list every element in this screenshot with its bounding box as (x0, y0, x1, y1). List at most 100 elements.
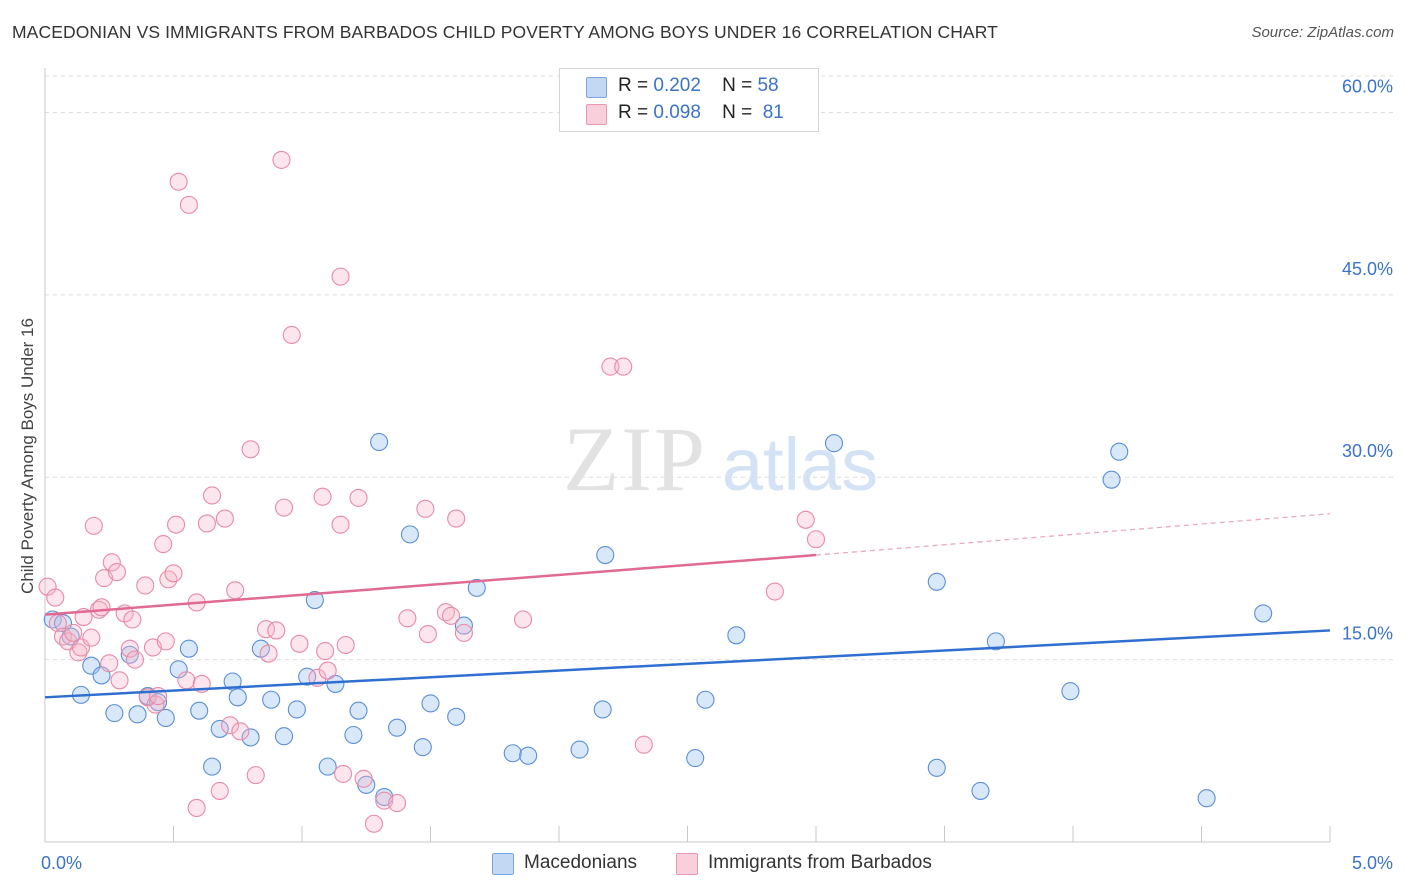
point-macedonians (596, 546, 615, 565)
point-macedonians (570, 740, 589, 759)
point-barbados (436, 603, 455, 622)
point-macedonians (686, 749, 705, 768)
legend-swatch-pink (586, 104, 607, 125)
y-tick-label: 15.0% (1342, 624, 1393, 644)
x-tick-label: 5.0% (1352, 853, 1393, 873)
point-barbados (187, 798, 206, 818)
point-barbados (447, 509, 466, 528)
point-barbados (331, 515, 350, 534)
source-label: Source: ZipAtlas.com (1251, 24, 1394, 41)
point-barbados (416, 499, 435, 518)
point-barbados (349, 488, 368, 507)
point-barbados (84, 516, 103, 535)
point-barbados (796, 510, 815, 529)
point-macedonians (1102, 470, 1121, 489)
y-tick-label: 45.0% (1342, 259, 1393, 279)
point-barbados (226, 581, 245, 600)
point-macedonians (727, 626, 746, 645)
point-barbados (806, 530, 826, 549)
point-macedonians (326, 674, 345, 693)
legend-swatch-pink (676, 853, 698, 875)
point-barbados (64, 623, 83, 642)
point-macedonians (190, 701, 209, 720)
point-macedonians (149, 693, 168, 712)
y-tick-label: 60.0% (1342, 76, 1393, 96)
point-barbados (513, 610, 533, 629)
point-macedonians (1197, 789, 1216, 808)
point-barbados (272, 150, 291, 169)
gridlines (45, 75, 1395, 661)
point-macedonians (210, 719, 229, 738)
point-barbados (167, 515, 186, 534)
point-barbados (442, 606, 461, 625)
point-macedonians (927, 572, 946, 591)
point-macedonians (203, 757, 222, 776)
point-barbados (107, 563, 127, 582)
legend-label: Macedonians (524, 852, 638, 873)
point-barbados (102, 553, 121, 572)
point-barbados (601, 357, 620, 376)
point-barbados (354, 769, 373, 788)
point-barbados (123, 610, 142, 629)
point-macedonians (370, 432, 389, 452)
point-barbados (274, 498, 294, 517)
point-macedonians (400, 525, 419, 544)
point-barbados (241, 440, 260, 459)
point-macedonians (413, 738, 432, 757)
axes (44, 68, 1331, 843)
point-macedonians (503, 744, 522, 763)
point-barbados (388, 794, 407, 813)
watermark-atlas: atlas (722, 423, 878, 506)
point-macedonians (318, 757, 337, 776)
watermark-zip: ZIP (563, 408, 707, 510)
point-barbados (259, 644, 278, 663)
point-macedonians (1254, 604, 1273, 623)
trend-lines (44, 513, 1331, 699)
point-barbados (92, 598, 111, 617)
point-barbados (154, 535, 173, 554)
point-barbados (53, 627, 73, 646)
y-tick-labels: 15.0% 30.0% 45.0% 60.0% (1342, 76, 1393, 643)
point-barbados (210, 781, 229, 800)
r-label: R = (618, 102, 649, 123)
point-macedonians (824, 434, 844, 453)
y-axis-label: Child Poverty Among Boys Under 16 (18, 318, 37, 594)
chart-title: MACEDONIAN VS IMMIGRANTS FROM BARBADOS C… (12, 22, 998, 42)
point-macedonians (593, 700, 612, 719)
point-macedonians (344, 725, 363, 745)
point-macedonians (305, 590, 324, 610)
point-macedonians (1110, 442, 1129, 461)
point-barbados (634, 735, 653, 754)
point-macedonians (467, 578, 486, 597)
point-macedonians (179, 639, 198, 658)
n-value: 81 (762, 102, 784, 123)
point-barbados (398, 609, 417, 628)
point-macedonians (971, 781, 990, 800)
point-macedonians (287, 700, 306, 719)
point-barbados (614, 357, 633, 376)
point-barbados (765, 582, 784, 601)
point-macedonians (105, 704, 124, 723)
stats-legend: R = 0.202 N = 58 R = 0.098 N = 81 (559, 68, 819, 132)
point-barbados (197, 514, 216, 533)
point-barbados (120, 639, 139, 658)
point-macedonians (519, 746, 538, 765)
point-macedonians (447, 707, 466, 726)
n-value: 58 (757, 75, 779, 96)
y-tick-label: 30.0% (1342, 441, 1393, 461)
point-barbados (313, 487, 332, 506)
point-barbados (267, 621, 286, 640)
watermark: ZIP atlas (563, 408, 878, 510)
legend-label: Immigrants from Barbados (708, 852, 932, 873)
r-value: 0.098 (653, 102, 701, 123)
point-barbados (290, 634, 309, 653)
x-tick-labels: 0.0% 5.0% (41, 853, 1393, 873)
point-barbados (246, 766, 265, 785)
point-macedonians (120, 645, 139, 664)
point-barbados (156, 632, 175, 651)
point-macedonians (454, 616, 473, 635)
point-barbados (179, 195, 198, 214)
point-barbados (69, 643, 88, 662)
point-barbados (231, 722, 250, 741)
point-barbados (282, 325, 301, 345)
